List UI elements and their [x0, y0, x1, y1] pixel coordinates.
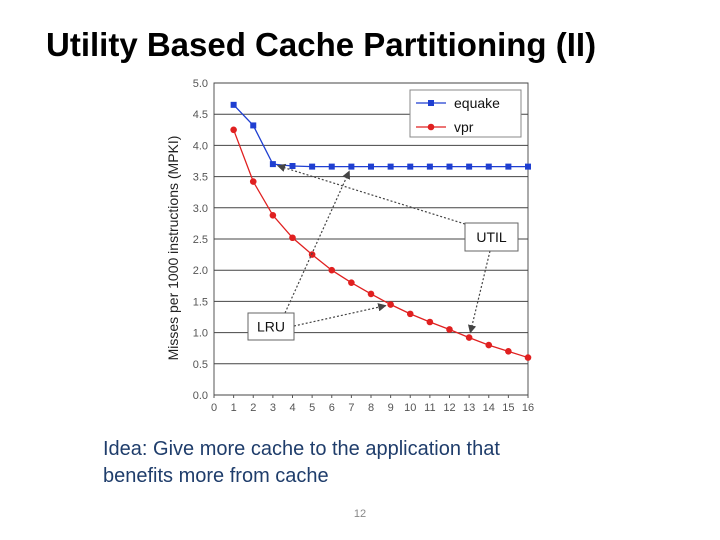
data-point-vpr: [249, 178, 257, 185]
data-point-equake: [426, 163, 433, 170]
annotation-box-lru: [247, 312, 295, 341]
x-tick-label: 16: [522, 402, 534, 414]
page-number: 12: [353, 508, 367, 520]
x-tick-label: 3: [270, 402, 276, 414]
y-tick-label: 1.5: [193, 296, 208, 308]
x-tick-label: 6: [329, 402, 335, 414]
data-point-vpr: [524, 354, 532, 361]
annotation-box-util: [464, 222, 519, 252]
data-point-vpr: [465, 334, 473, 341]
x-tick-label: 8: [368, 402, 374, 414]
data-point-equake: [309, 163, 316, 170]
data-point-equake: [505, 163, 512, 170]
data-point-vpr: [387, 301, 394, 308]
data-point-equake: [407, 163, 414, 170]
y-tick-label: 0.5: [193, 359, 208, 371]
y-tick-label: 2.0: [193, 265, 208, 277]
data-point-equake: [485, 163, 492, 170]
data-point-equake: [328, 163, 335, 170]
x-tick-label: 5: [309, 402, 315, 414]
x-tick-label: 12: [443, 402, 455, 414]
data-point-vpr: [406, 310, 414, 318]
y-tick-label: 4.5: [193, 109, 208, 121]
annotation-label-lru: LRU: [257, 319, 285, 335]
x-tick-label: 15: [502, 402, 514, 414]
data-point-equake: [250, 122, 257, 129]
slide-caption: Idea: Give more cache to the application…: [103, 438, 500, 487]
data-point-equake: [368, 163, 374, 170]
x-tick-label: 9: [388, 402, 394, 414]
y-tick-label: 2.5: [193, 234, 208, 246]
data-point-equake: [525, 163, 531, 170]
x-tick-label: 11: [424, 402, 435, 414]
data-point-equake: [289, 162, 296, 169]
y-tick-label: 1.0: [193, 328, 208, 340]
data-point-equake: [387, 163, 394, 170]
y-tick-label: 3.0: [193, 203, 208, 215]
data-point-equake: [446, 163, 453, 170]
data-point-vpr: [367, 290, 375, 298]
data-point-equake: [230, 101, 237, 108]
x-tick-label: 2: [250, 402, 256, 414]
y-tick-label: 5.0: [193, 78, 208, 90]
annotation-arrow-util: [276, 163, 466, 225]
data-point-vpr: [348, 279, 355, 286]
data-point-vpr: [505, 348, 512, 355]
data-point-equake: [466, 163, 473, 170]
data-point-vpr: [446, 326, 453, 333]
series-line-vpr: [233, 129, 529, 359]
legend: equake vpr: [409, 89, 522, 138]
legend-label-vpr: vpr: [454, 119, 474, 135]
x-tick-label: 0: [211, 402, 217, 414]
x-tick-label: 7: [348, 402, 354, 414]
x-tick-label: 1: [231, 402, 237, 414]
data-point-equake: [269, 161, 276, 168]
x-tick-label: 13: [463, 402, 475, 414]
legend-marker-equake: [428, 100, 434, 106]
annotation-arrow-lru: [284, 170, 351, 314]
data-point-vpr: [230, 126, 237, 134]
legend-box: [409, 89, 522, 138]
x-tick-label: 14: [483, 402, 495, 414]
y-tick-label: 4.0: [193, 140, 208, 152]
slide-title: Utility Based Cache Partitioning (II): [46, 26, 597, 63]
x-tick-label: 4: [289, 402, 295, 414]
y-tick-label: 3.5: [193, 172, 208, 184]
x-tick-label: 10: [404, 402, 416, 414]
data-point-equake: [348, 163, 355, 170]
data-point-vpr: [485, 341, 493, 349]
data-point-vpr: [426, 318, 434, 326]
data-point-vpr: [289, 234, 296, 242]
legend-marker-vpr: [427, 123, 435, 131]
legend-label-equake: equake: [454, 95, 500, 111]
data-point-vpr: [328, 266, 336, 274]
data-point-vpr: [269, 211, 277, 219]
annotation-label-util: UTIL: [476, 229, 507, 245]
y-tick-label: 0.0: [193, 390, 208, 402]
